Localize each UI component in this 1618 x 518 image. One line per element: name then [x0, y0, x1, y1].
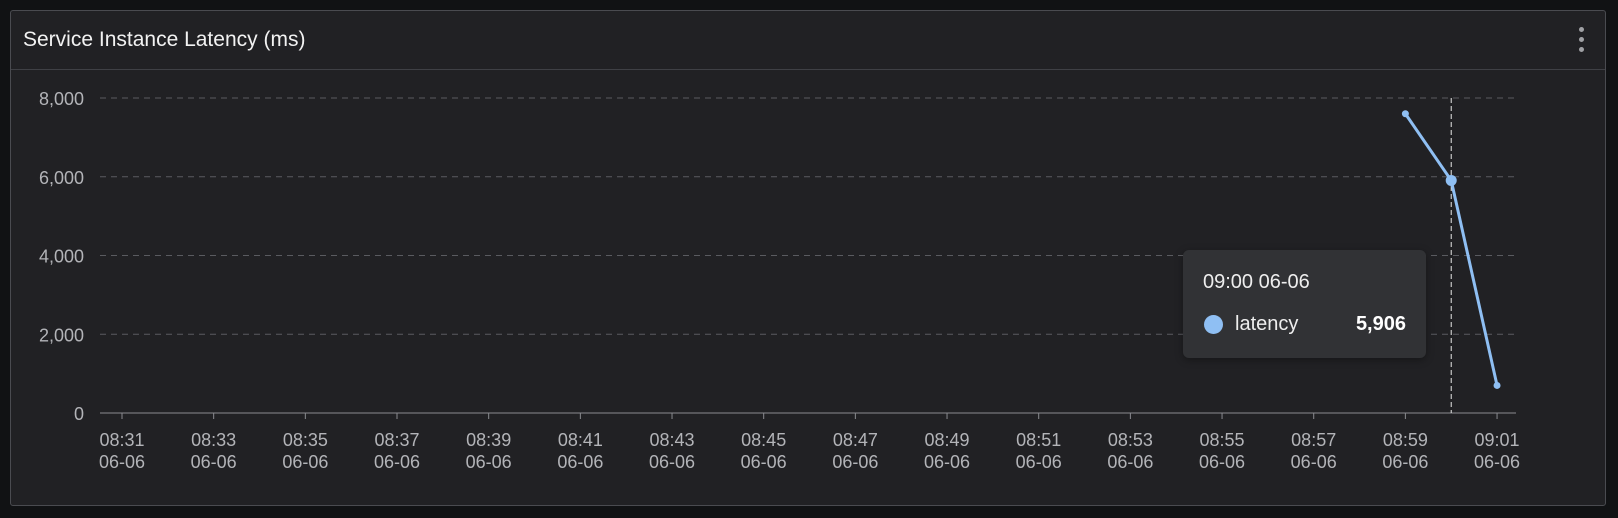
x-tick-label-date: 06-06	[1016, 452, 1062, 472]
tooltip-series-value: 5,906	[1355, 313, 1406, 335]
x-tick-label-date: 06-06	[832, 452, 878, 472]
x-tick-label-time: 08:51	[1016, 430, 1061, 450]
panel-title: Service Instance Latency (ms)	[23, 28, 306, 51]
latency-data-point	[1445, 174, 1457, 186]
x-tick-label-date: 06-06	[374, 452, 420, 472]
y-tick-label: 8,000	[39, 89, 84, 109]
latency-data-point	[1401, 110, 1409, 118]
x-tick-label-time: 08:39	[466, 430, 511, 450]
x-tick-label-date: 06-06	[741, 452, 787, 472]
x-tick-label-date: 06-06	[924, 452, 970, 472]
x-tick-label-time: 08:55	[1200, 430, 1245, 450]
x-tick-label-time: 08:57	[1291, 430, 1336, 450]
panel-header: Service Instance Latency (ms)	[11, 11, 1605, 70]
y-tick-label: 6,000	[39, 168, 84, 188]
x-tick-label-time: 08:47	[833, 430, 878, 450]
latency-data-point	[1493, 381, 1501, 389]
x-tick-label-date: 06-06	[649, 452, 695, 472]
y-tick-label: 0	[74, 404, 84, 424]
x-tick-label-date: 06-06	[99, 452, 145, 472]
x-tick-label-date: 06-06	[282, 452, 328, 472]
x-tick-label-time: 08:35	[283, 430, 328, 450]
y-tick-label: 4,000	[39, 247, 84, 267]
x-tick-label-time: 08:45	[741, 430, 786, 450]
x-tick-label-time: 08:37	[374, 430, 419, 450]
x-tick-label-time: 08:59	[1383, 430, 1428, 450]
x-tick-label-date: 06-06	[1291, 452, 1337, 472]
x-tick-label-date: 06-06	[557, 452, 603, 472]
tooltip-series-name: latency	[1235, 313, 1299, 335]
more-vertical-icon[interactable]	[1577, 26, 1585, 54]
x-tick-label-time: 08:53	[1108, 430, 1153, 450]
tooltip-time: 09:00 06-06	[1203, 271, 1310, 293]
x-tick-label-time: 08:41	[558, 430, 603, 450]
x-tick-label-date: 06-06	[1199, 452, 1245, 472]
tooltip-series-dot	[1204, 315, 1223, 334]
x-tick-label-date: 06-06	[1474, 452, 1520, 472]
x-tick-label-date: 06-06	[191, 452, 237, 472]
x-tick-label-time: 08:31	[99, 430, 144, 450]
x-tick-label-time: 08:49	[925, 430, 970, 450]
x-tick-label-time: 09:01	[1475, 430, 1520, 450]
x-tick-label-date: 06-06	[466, 452, 512, 472]
x-tick-label-date: 06-06	[1382, 452, 1428, 472]
y-tick-label: 2,000	[39, 325, 84, 345]
x-tick-label-date: 06-06	[1107, 452, 1153, 472]
x-tick-label-time: 08:33	[191, 430, 236, 450]
x-tick-label-time: 08:43	[649, 430, 694, 450]
chart-tooltip: 09:00 06-06 latency 5,906	[1183, 250, 1426, 358]
